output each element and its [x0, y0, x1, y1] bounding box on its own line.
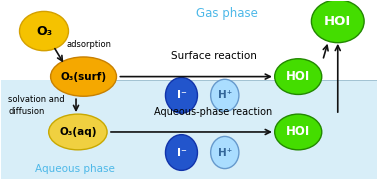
Ellipse shape: [211, 136, 239, 169]
Text: I⁻: I⁻: [177, 90, 186, 100]
Text: I⁻: I⁻: [177, 148, 186, 158]
Text: O₃(surf): O₃(surf): [60, 72, 107, 82]
Text: Aqueous-phase reaction: Aqueous-phase reaction: [154, 107, 273, 117]
Text: O₃: O₃: [36, 24, 52, 38]
Text: H⁺: H⁺: [218, 148, 232, 158]
Ellipse shape: [211, 79, 239, 111]
Text: Gas phase: Gas phase: [196, 7, 257, 20]
Text: H⁺: H⁺: [218, 90, 232, 100]
Ellipse shape: [311, 0, 364, 43]
Ellipse shape: [166, 135, 197, 170]
Text: O₃(aq): O₃(aq): [59, 127, 97, 137]
Text: HOI: HOI: [286, 125, 310, 138]
Ellipse shape: [166, 78, 197, 113]
Text: HOI: HOI: [324, 15, 352, 28]
Text: adsorption: adsorption: [67, 40, 112, 49]
Ellipse shape: [20, 11, 68, 51]
Text: HOI: HOI: [286, 70, 310, 83]
Text: solvation and
diffusion: solvation and diffusion: [8, 95, 65, 116]
Text: Surface reaction: Surface reaction: [170, 51, 256, 61]
Ellipse shape: [275, 59, 322, 94]
Bar: [1, 80, 377, 179]
Text: Aqueous phase: Aqueous phase: [35, 164, 115, 174]
Ellipse shape: [51, 57, 116, 96]
Ellipse shape: [275, 114, 322, 150]
Ellipse shape: [49, 114, 107, 150]
